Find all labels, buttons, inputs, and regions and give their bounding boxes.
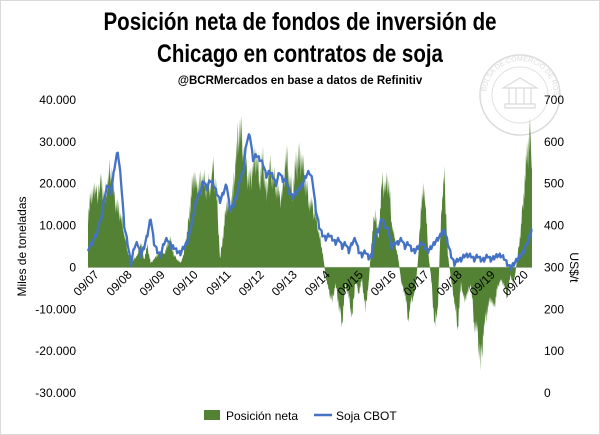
- y-left-tick-label: 20.000: [39, 177, 76, 191]
- x-tick-label: 09/11: [203, 267, 234, 298]
- series-area-posicion-neta: [88, 114, 532, 372]
- y-left-tick-label: 10.000: [39, 219, 76, 233]
- legend-label-soja-cbot: Soja CBOT: [336, 409, 397, 423]
- chart-title-line2: Chicago en contratos de soja: [157, 40, 443, 68]
- x-tick-label: 09/16: [368, 267, 399, 298]
- legend-label-posicion-neta: Posición neta: [226, 409, 298, 423]
- y-left-axis-title: Miles de toneladas: [15, 196, 29, 296]
- y-right-tick-label: 500: [544, 177, 564, 191]
- chart-subtitle: @BCRMercados en base a datos de Refiniti…: [177, 75, 423, 87]
- y-right-axis-title: US$/t: [567, 252, 581, 283]
- x-tick-label: 09/09: [137, 267, 168, 298]
- stamp-text: BOLSA DE COMERCIO DE ROSARIO: [0, 0, 559, 96]
- svg-text:BOLSA DE COMERCIO DE ROSARIO: BOLSA DE COMERCIO DE ROSARIO: [0, 0, 559, 96]
- y-left-tick-label: -10.000: [35, 302, 76, 316]
- chart-title-line1: Posición neta de fondos de inversión de: [103, 8, 497, 36]
- y-right-tick-label: 300: [544, 260, 564, 274]
- y-right-tick-label: 200: [544, 302, 564, 316]
- x-tick-label: 09/08: [104, 267, 135, 298]
- x-tick-label: 09/12: [236, 267, 267, 298]
- y-right-tick-label: 400: [544, 219, 564, 233]
- y-left-tick-label: 40.000: [39, 93, 76, 107]
- series-line-soja-cbot: [86, 133, 533, 272]
- x-tick-label: 09/13: [269, 267, 300, 298]
- y-left-tick-label: -30.000: [35, 386, 76, 400]
- legend-swatch-posicion-neta: [204, 410, 220, 420]
- y-right-tick-label: 600: [544, 135, 564, 149]
- y-left-tick-label: 30.000: [39, 135, 76, 149]
- x-tick-label: 09/10: [170, 267, 201, 298]
- y-right-tick-label: 700: [544, 93, 564, 107]
- bcr-stamp-logo: BOLSA DE COMERCIO DE ROSARIO: [0, 0, 561, 136]
- y-left-tick-label: 0: [69, 260, 76, 274]
- y-right-tick-label: 100: [544, 344, 564, 358]
- y-left-tick-label: -20.000: [35, 344, 76, 358]
- y-right-tick-label: 0: [544, 386, 551, 400]
